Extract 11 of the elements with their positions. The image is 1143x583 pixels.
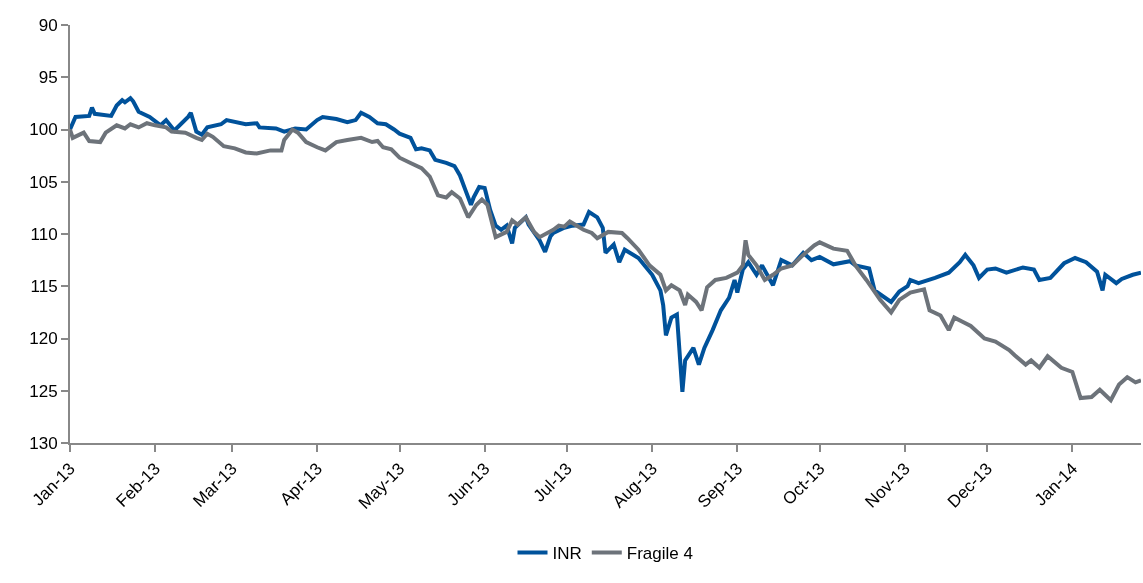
y-tick-label: 100 <box>29 120 58 140</box>
y-tick-label: 90 <box>38 15 58 35</box>
y-tick-label: 105 <box>29 172 58 192</box>
y-tick-label: 95 <box>38 68 58 88</box>
y-tick-label: 120 <box>29 329 58 349</box>
y-tick-label: 130 <box>29 433 58 453</box>
legend-label: Fragile 4 <box>626 544 693 564</box>
y-tick-label: 125 <box>29 381 58 401</box>
y-tick-label: 110 <box>30 224 58 244</box>
legend-label: INR <box>552 544 582 564</box>
y-tick-label: 115 <box>30 277 58 297</box>
